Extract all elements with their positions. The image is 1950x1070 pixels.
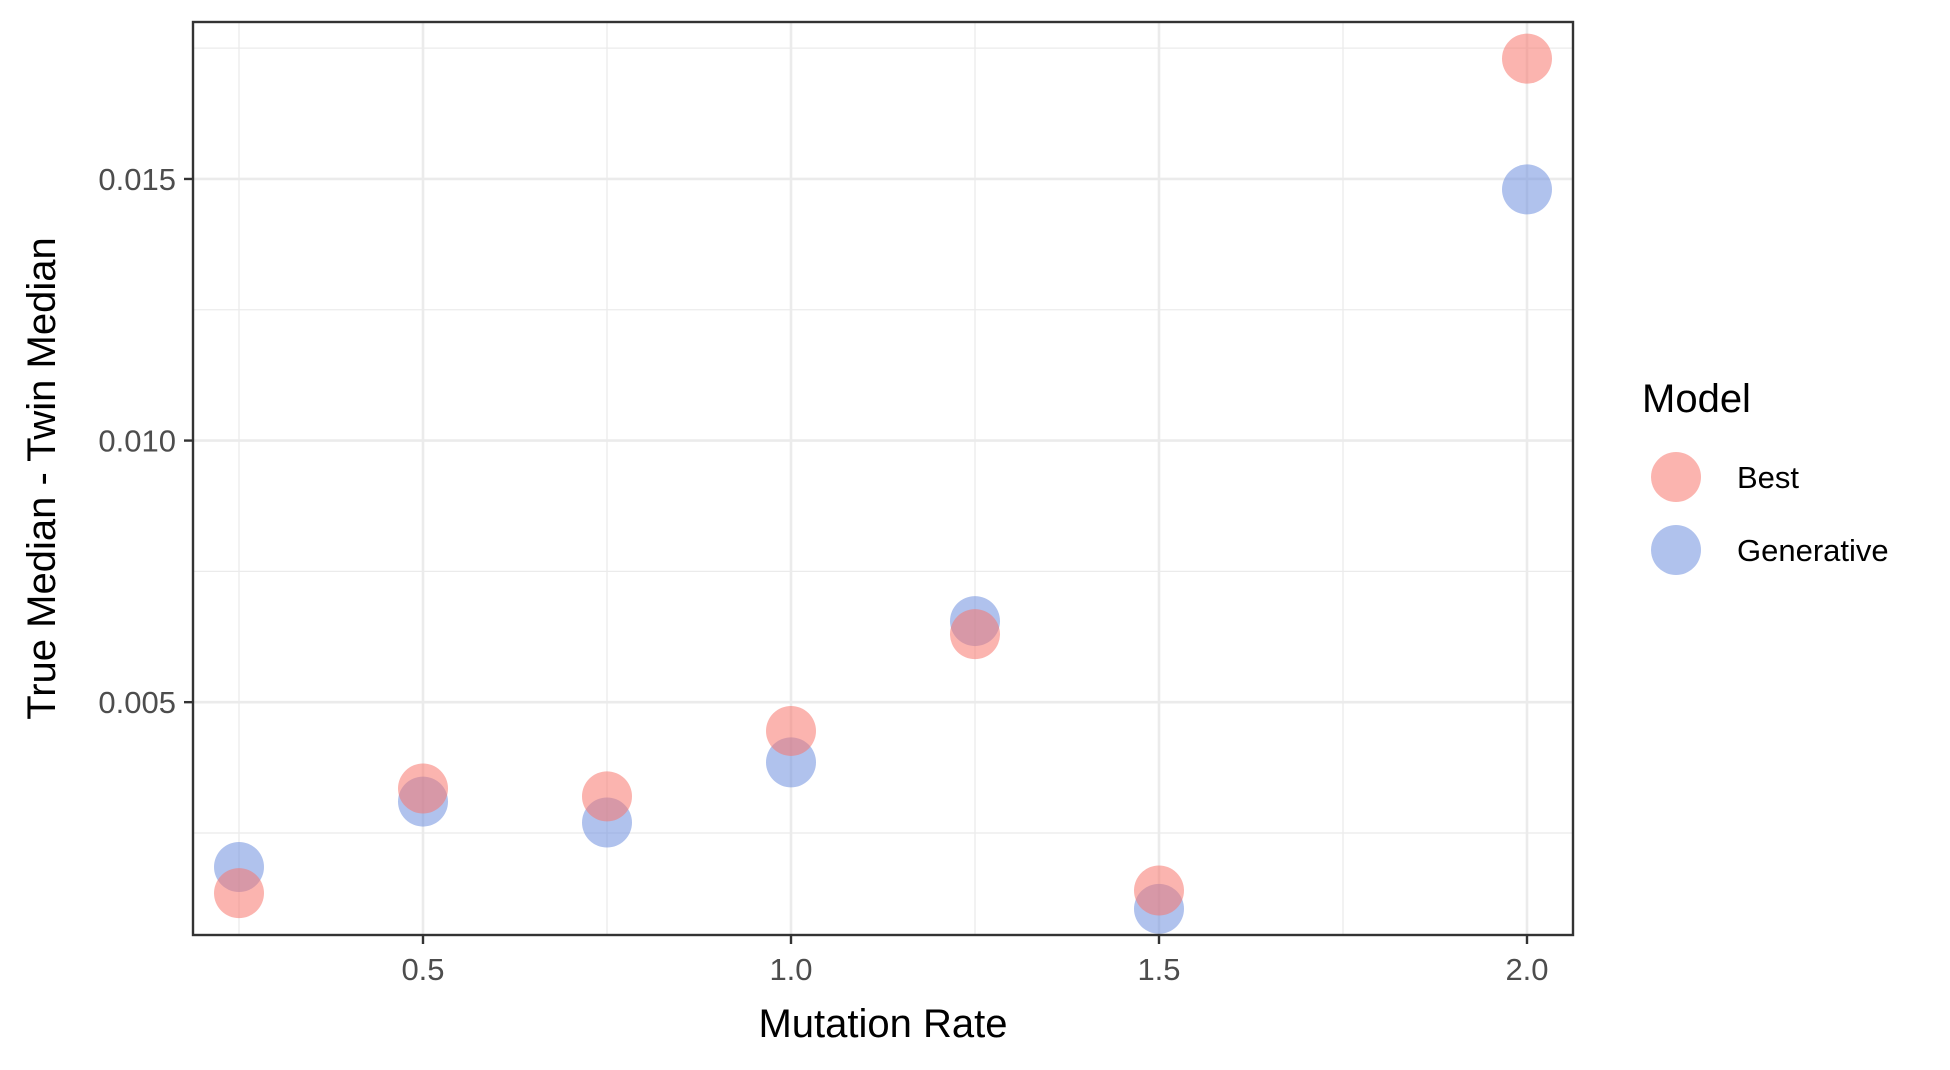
legend-key-best	[1651, 452, 1701, 502]
y-axis-title: True Median - Twin Median	[20, 237, 64, 719]
legend-label-best: Best	[1737, 460, 1799, 495]
point-best	[1134, 865, 1184, 916]
y-tick-label: 0.015	[98, 162, 176, 197]
legend-title: Model	[1642, 377, 1751, 421]
y-tick-label: 0.005	[98, 685, 176, 720]
y-tick-label: 0.010	[98, 424, 176, 459]
point-generative	[1502, 164, 1552, 215]
x-tick-label: 1.0	[769, 952, 812, 987]
legend-items: Best Generative	[1651, 452, 1889, 575]
x-tick-label: 2.0	[1505, 952, 1548, 987]
point-best	[582, 771, 632, 822]
legend: Model Best Generative	[1642, 377, 1889, 575]
axis-ticks	[184, 177, 1529, 944]
point-best	[214, 868, 264, 919]
legend-label-generative: Generative	[1737, 533, 1889, 568]
point-best	[766, 705, 816, 756]
data-points	[214, 33, 1552, 934]
x-tick-label: 1.5	[1137, 952, 1180, 987]
plot-panel-border	[191, 20, 1575, 937]
point-best	[950, 609, 1000, 660]
point-best	[1502, 33, 1552, 84]
point-best	[398, 763, 448, 814]
x-axis-title: Mutation Rate	[758, 1002, 1007, 1046]
legend-key-generative	[1651, 525, 1701, 575]
x-tick-label: 0.5	[401, 952, 444, 987]
axis-tick-labels: 0.5 1.0 1.5 2.0 0.005 0.010 0.015	[98, 162, 1548, 987]
